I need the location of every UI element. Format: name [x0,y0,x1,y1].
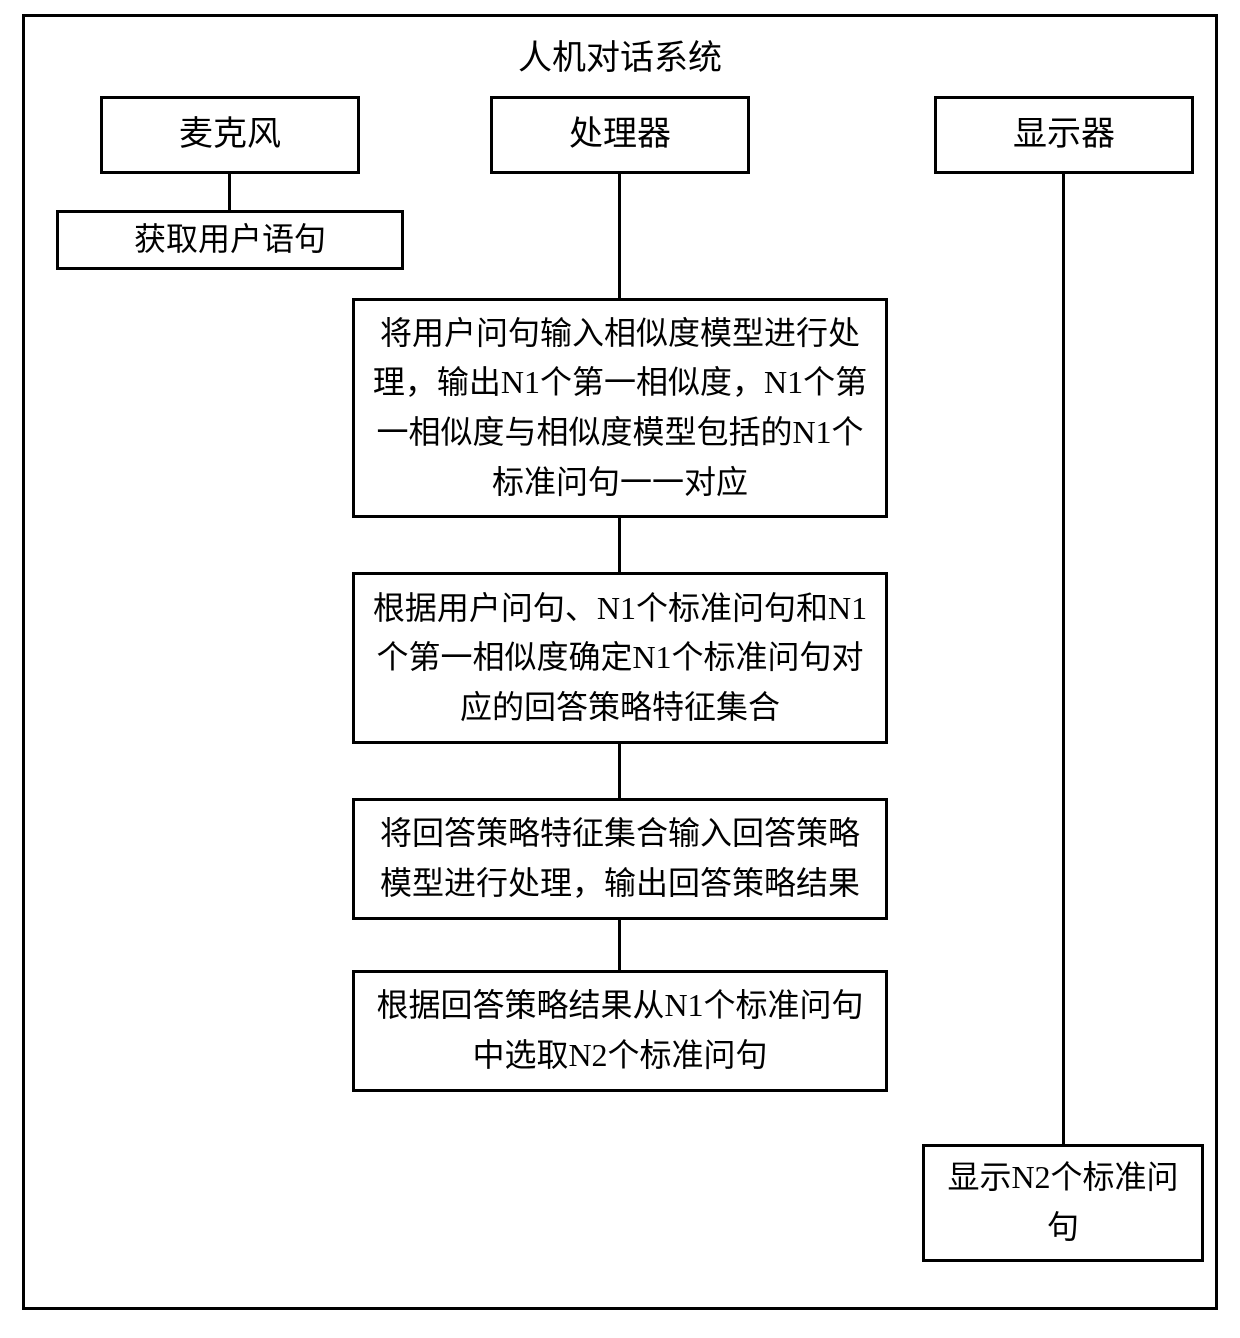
processor-step-2: 根据用户问句、N1个标准问句和N1个第一相似度确定N1个标准问句对应的回答策略特… [352,572,888,744]
diagram-title: 人机对话系统 [22,30,1218,79]
processor-connector-3 [618,920,621,970]
page: 人机对话系统 麦克风 获取用户语句 处理器 将用户问句输入相似度模型进行处理，输… [0,0,1240,1338]
microphone-step: 获取用户语句 [56,210,404,270]
processor-connector-2 [618,744,621,798]
display-step: 显示N2个标准问句 [922,1144,1204,1262]
processor-step-1: 将用户问句输入相似度模型进行处理，输出N1个第一相似度，N1个第一相似度与相似度… [352,298,888,518]
microphone-header: 麦克风 [100,96,360,174]
processor-connector-0 [618,174,621,298]
microphone-connector [228,174,231,210]
processor-step-4: 根据回答策略结果从N1个标准问句中选取N2个标准问句 [352,970,888,1092]
display-connector [1062,174,1065,1144]
processor-header: 处理器 [490,96,750,174]
display-header: 显示器 [934,96,1194,174]
processor-step-3: 将回答策略特征集合输入回答策略模型进行处理，输出回答策略结果 [352,798,888,920]
processor-connector-1 [618,518,621,572]
